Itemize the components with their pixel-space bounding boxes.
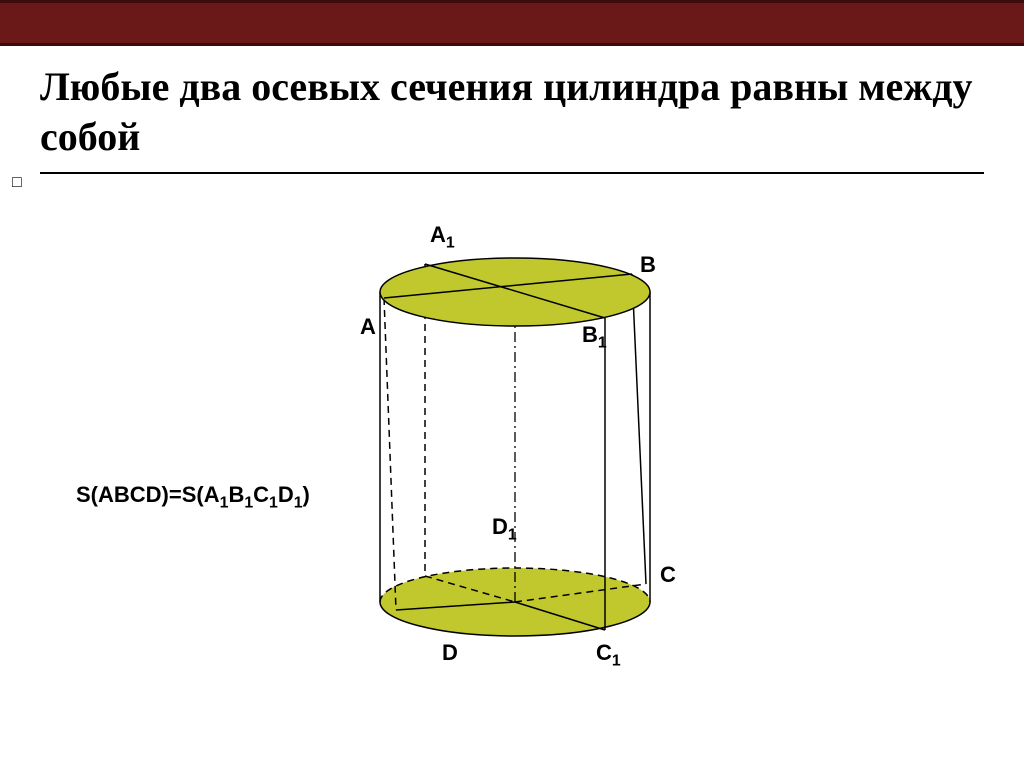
vertex-label-B1: B1 [582,322,607,352]
vertex-label-D1: D1 [492,514,517,544]
title-accent-square: □ [12,174,984,192]
vertex-label-B: B [640,252,656,278]
diagram-area: S(ABCD)=S(A1B1C1D1) A1 B A B1 D1 C D C1 [0,192,1024,752]
vertex-label-C1: C1 [596,640,621,670]
cylinder-diagram [360,232,700,697]
header-bar [0,0,1024,46]
vertex-label-C: C [660,562,676,588]
page-title: Любые два осевых сечения цилиндра равны … [40,62,984,162]
formula-area-equality: S(ABCD)=S(A1B1C1D1) [76,482,310,512]
vertex-label-D: D [442,640,458,666]
vertex-label-A1: A1 [430,222,455,252]
vertex-label-A: A [360,314,376,340]
